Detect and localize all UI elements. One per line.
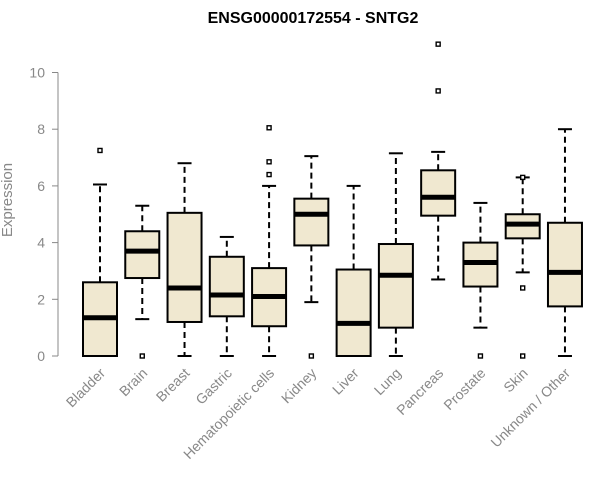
- box-iqr: [208, 255, 245, 318]
- x-tick-label: Skin: [500, 365, 531, 396]
- outlier-point: [266, 171, 272, 178]
- outlier-point: [520, 285, 526, 291]
- outlier-point: [520, 353, 526, 359]
- x-tick-label: Unknown / Other: [487, 365, 573, 451]
- x-tick-label: Kidney: [278, 365, 320, 407]
- y-axis: 0 2 4 6 8 10: [29, 65, 59, 364]
- x-tick-label: Pancreas: [393, 365, 446, 418]
- box-iqr: [124, 230, 161, 280]
- box-kidney: [293, 155, 330, 359]
- box-iqr: [546, 221, 583, 308]
- box-brain: [124, 204, 161, 359]
- outlier-point: [266, 125, 272, 131]
- outlier-point: [435, 41, 441, 47]
- box-iqr: [335, 268, 372, 357]
- box-iqr: [377, 243, 414, 329]
- box-iqr: [166, 211, 203, 323]
- box-lung: [377, 152, 414, 357]
- box-iqr: [293, 197, 330, 247]
- y-tick-label: 8: [37, 121, 45, 137]
- outlier-point: [520, 174, 526, 181]
- outlier-point: [308, 353, 315, 359]
- x-tick-label: Liver: [329, 365, 362, 398]
- x-tick-label: Brain: [116, 365, 150, 399]
- x-tick-label: Prostate: [440, 365, 488, 413]
- outlier-point: [435, 88, 441, 94]
- box-liver: [335, 184, 372, 357]
- y-tick-label: 2: [37, 291, 45, 307]
- box-breast: [166, 162, 203, 357]
- x-tick-label: Bladder: [63, 365, 109, 411]
- box-series: [82, 41, 583, 359]
- y-axis-label: Expression: [0, 163, 16, 237]
- outlier-point: [477, 353, 484, 359]
- box-unknown-other: [546, 128, 583, 357]
- outlier-point: [139, 353, 145, 359]
- outlier-point: [97, 147, 103, 154]
- y-tick-label: 6: [37, 178, 45, 194]
- x-tick-label: Breast: [153, 365, 193, 405]
- y-tick-label: 0: [37, 348, 45, 364]
- box-prostate: [462, 201, 499, 359]
- outlier-point: [266, 159, 272, 165]
- box-bladder: [82, 147, 118, 358]
- y-tick-label: 10: [29, 65, 45, 81]
- chart-title: ENSG00000172554 - SNTG2: [208, 10, 419, 27]
- box-skin: [504, 174, 541, 359]
- box-iqr: [420, 169, 457, 217]
- box-gastric: [208, 235, 245, 357]
- x-tick-label: Lung: [371, 365, 404, 398]
- y-tick-label: 4: [37, 235, 45, 251]
- box-hematopoietic-cells: [251, 125, 288, 357]
- box-pancreas: [420, 41, 457, 281]
